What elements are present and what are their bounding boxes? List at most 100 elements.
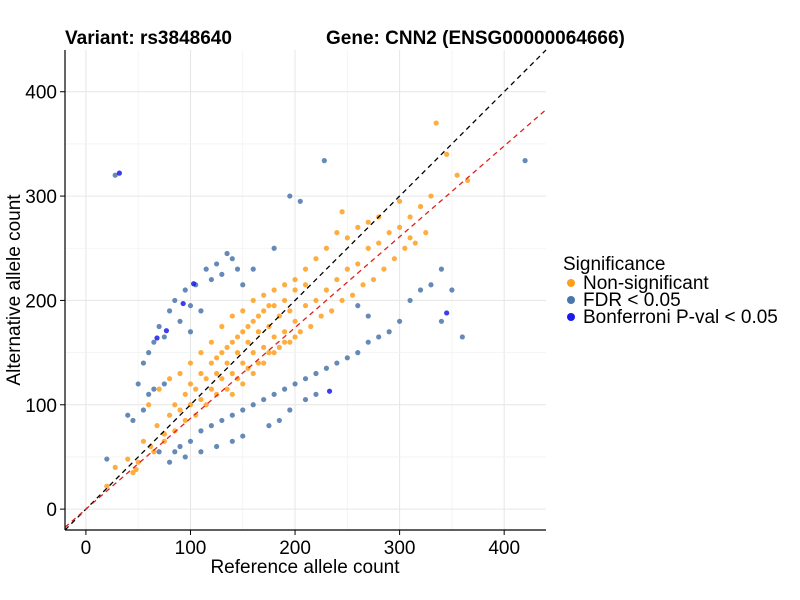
point-fdr-0-05: [187, 329, 194, 335]
point-non-significant: [240, 360, 246, 366]
point-bonferroni-p-val-0-05: [191, 281, 197, 287]
point-non-significant: [193, 412, 199, 418]
point-non-significant: [234, 350, 241, 356]
y-axis-title: Alternative allele count: [4, 194, 25, 386]
y-tick-label: 0: [46, 500, 57, 521]
x-tick-label: 300: [384, 538, 416, 559]
point-non-significant: [323, 245, 330, 251]
point-non-significant: [214, 391, 220, 397]
x-tick-label: 200: [279, 538, 311, 559]
point-non-significant: [224, 386, 230, 392]
point-fdr-0-05: [323, 365, 330, 371]
point-non-significant: [130, 470, 136, 476]
point-non-significant: [281, 329, 288, 335]
point-bonferroni-p-val-0-05: [444, 310, 450, 316]
point-fdr-0-05: [229, 256, 235, 262]
point-non-significant: [281, 339, 288, 345]
point-fdr-0-05: [386, 329, 392, 335]
x-tick-label: 100: [175, 538, 207, 559]
point-fdr-0-05: [287, 193, 293, 199]
point-non-significant: [266, 303, 272, 309]
point-fdr-0-05: [229, 438, 235, 444]
point-fdr-0-05: [240, 282, 246, 288]
point-fdr-0-05: [151, 339, 157, 345]
point-fdr-0-05: [459, 334, 465, 340]
point-fdr-0-05: [276, 417, 282, 424]
point-non-significant: [166, 376, 173, 382]
point-non-significant: [433, 120, 439, 126]
point-non-significant: [355, 261, 361, 267]
point-non-significant: [135, 459, 141, 465]
point-fdr-0-05: [321, 158, 327, 164]
point-fdr-0-05: [250, 402, 256, 408]
data-points: [104, 120, 528, 489]
legend-label: FDR < 0.05: [583, 290, 681, 311]
legend-label: Bonferroni P-val < 0.05: [583, 307, 778, 328]
point-fdr-0-05: [365, 313, 371, 319]
point-non-significant: [261, 308, 267, 314]
point-non-significant: [250, 318, 256, 324]
reference-line-identity: [64, 49, 547, 531]
point-non-significant: [261, 292, 267, 298]
point-fdr-0-05: [355, 303, 361, 309]
point-non-significant: [334, 230, 340, 236]
point-non-significant: [276, 344, 282, 350]
point-fdr-0-05: [166, 459, 173, 465]
point-fdr-0-05: [156, 323, 162, 330]
point-non-significant: [104, 483, 110, 489]
point-non-significant: [376, 240, 382, 246]
point-fdr-0-05: [198, 308, 204, 314]
point-non-significant: [245, 323, 251, 330]
point-fdr-0-05: [177, 443, 183, 450]
point-non-significant: [344, 235, 350, 241]
reference-line-fit: [64, 109, 547, 528]
point-fdr-0-05: [287, 407, 293, 413]
point-bonferroni-p-val-0-05: [326, 388, 333, 394]
point-non-significant: [208, 360, 214, 366]
point-non-significant: [112, 464, 118, 470]
point-non-significant: [318, 313, 324, 319]
point-non-significant: [172, 428, 178, 434]
point-non-significant: [182, 417, 188, 424]
point-non-significant: [292, 334, 298, 340]
point-non-significant: [271, 350, 277, 356]
point-fdr-0-05: [140, 407, 147, 413]
point-fdr-0-05: [172, 297, 178, 304]
point-fdr-0-05: [146, 350, 152, 356]
point-fdr-0-05: [302, 376, 309, 382]
point-non-significant: [146, 402, 152, 408]
point-non-significant: [261, 344, 267, 350]
x-tick-label: 0: [81, 538, 92, 559]
point-fdr-0-05: [376, 334, 382, 340]
point-fdr-0-05: [334, 360, 340, 366]
point-bonferroni-p-val-0-05: [163, 328, 170, 334]
point-fdr-0-05: [125, 412, 131, 418]
point-non-significant: [140, 438, 147, 444]
point-fdr-0-05: [208, 276, 214, 283]
point-fdr-0-05: [182, 454, 188, 460]
point-bonferroni-p-val-0-05: [180, 300, 186, 307]
point-non-significant: [219, 350, 225, 356]
point-fdr-0-05: [417, 287, 424, 293]
point-non-significant: [250, 370, 256, 377]
point-non-significant: [214, 355, 220, 361]
point-non-significant: [397, 198, 403, 204]
point-non-significant: [297, 329, 303, 335]
point-non-significant: [187, 381, 194, 387]
gene-title: Gene: CNN2 (ENSG00000064666): [326, 28, 625, 49]
point-non-significant: [281, 282, 288, 288]
point-fdr-0-05: [224, 250, 230, 257]
point-fdr-0-05: [177, 318, 183, 324]
point-fdr-0-05: [104, 456, 110, 462]
point-non-significant: [329, 308, 335, 314]
point-non-significant: [255, 313, 262, 319]
point-non-significant: [271, 287, 277, 293]
point-fdr-0-05: [112, 172, 118, 178]
point-fdr-0-05: [166, 308, 173, 314]
point-non-significant: [287, 308, 293, 314]
point-non-significant: [381, 266, 387, 272]
point-non-significant: [428, 193, 434, 199]
point-non-significant: [245, 339, 251, 345]
